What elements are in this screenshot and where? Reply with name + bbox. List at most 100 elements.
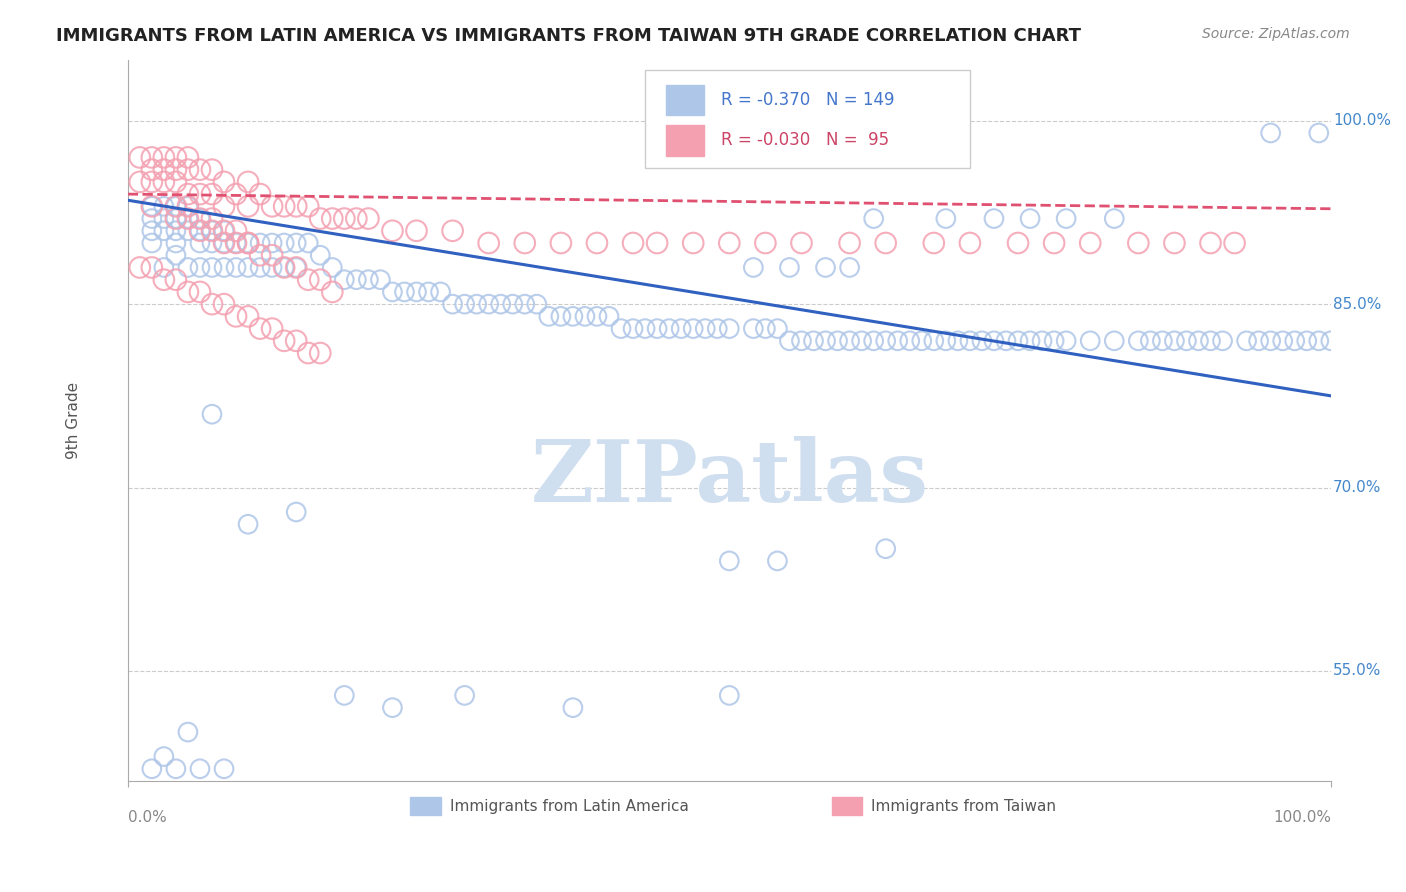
Bar (665, 125, 704, 155)
Point (141, 224, 163, 238)
Point (803, 334, 825, 348)
Point (1308, 126, 1330, 140)
Point (718, 554, 741, 568)
Point (598, 310, 620, 324)
Point (165, 199, 187, 213)
Point (851, 334, 873, 348)
Point (911, 334, 934, 348)
Point (983, 211, 1005, 226)
Point (153, 175, 176, 189)
Point (236, 175, 259, 189)
Point (959, 334, 981, 348)
Point (1163, 334, 1185, 348)
Point (128, 175, 150, 189)
Point (682, 235, 704, 250)
Point (201, 162, 224, 177)
Point (827, 334, 849, 348)
Point (153, 260, 176, 275)
Point (465, 297, 488, 311)
Point (249, 260, 271, 275)
Point (550, 310, 572, 324)
Text: 100.0%: 100.0% (1272, 810, 1331, 825)
Point (706, 321, 728, 335)
Point (1223, 235, 1246, 250)
Text: Immigrants from Latin America: Immigrants from Latin America (450, 798, 689, 814)
Point (1199, 235, 1222, 250)
Point (418, 285, 440, 299)
Text: Immigrants from Taiwan: Immigrants from Taiwan (872, 798, 1056, 814)
Point (236, 235, 259, 250)
Text: Source: ZipAtlas.com: Source: ZipAtlas.com (1202, 27, 1350, 41)
Point (321, 285, 343, 299)
Point (201, 211, 224, 226)
Point (1128, 235, 1150, 250)
Point (333, 211, 356, 226)
Point (177, 199, 200, 213)
Point (561, 310, 583, 324)
Point (188, 285, 211, 299)
Point (1271, 334, 1294, 348)
Point (489, 297, 512, 311)
Point (309, 273, 332, 287)
Point (262, 248, 284, 262)
Point (1054, 334, 1077, 348)
Point (165, 762, 187, 776)
Point (236, 310, 259, 324)
Point (778, 334, 800, 348)
Point (790, 235, 813, 250)
Point (1320, 334, 1343, 348)
Point (1104, 334, 1126, 348)
Point (537, 310, 560, 324)
Point (309, 248, 332, 262)
Point (273, 235, 295, 250)
Point (586, 235, 609, 250)
Point (381, 285, 404, 299)
Point (742, 321, 765, 335)
Point (153, 162, 176, 177)
Point (177, 211, 200, 226)
Point (742, 260, 765, 275)
Point (1078, 235, 1101, 250)
Point (718, 689, 741, 703)
Point (394, 285, 416, 299)
Point (790, 334, 813, 348)
Point (1295, 334, 1317, 348)
Point (321, 260, 343, 275)
Point (405, 224, 427, 238)
Point (1308, 334, 1330, 348)
Point (1187, 334, 1209, 348)
Point (141, 762, 163, 776)
Point (212, 199, 235, 213)
Point (285, 260, 308, 275)
Point (236, 235, 259, 250)
Point (177, 211, 200, 226)
Point (141, 260, 163, 275)
Bar (831, 797, 862, 815)
Point (935, 211, 957, 226)
Point (645, 235, 668, 250)
Point (273, 199, 295, 213)
Point (177, 162, 200, 177)
Point (357, 211, 380, 226)
Text: R = -0.030   N =  95: R = -0.030 N = 95 (721, 131, 889, 149)
Point (645, 321, 668, 335)
Point (983, 334, 1005, 348)
Point (297, 346, 319, 360)
Bar (411, 797, 440, 815)
Point (188, 224, 211, 238)
Point (970, 334, 993, 348)
Point (273, 260, 295, 275)
Point (621, 235, 644, 250)
Point (718, 321, 741, 335)
Point (297, 235, 319, 250)
Point (550, 235, 572, 250)
Point (321, 211, 343, 226)
Point (1284, 334, 1306, 348)
Point (212, 297, 235, 311)
Point (165, 235, 187, 250)
Point (922, 235, 945, 250)
Point (177, 725, 200, 739)
Text: 100.0%: 100.0% (1333, 113, 1391, 128)
Point (177, 187, 200, 202)
Point (177, 285, 200, 299)
